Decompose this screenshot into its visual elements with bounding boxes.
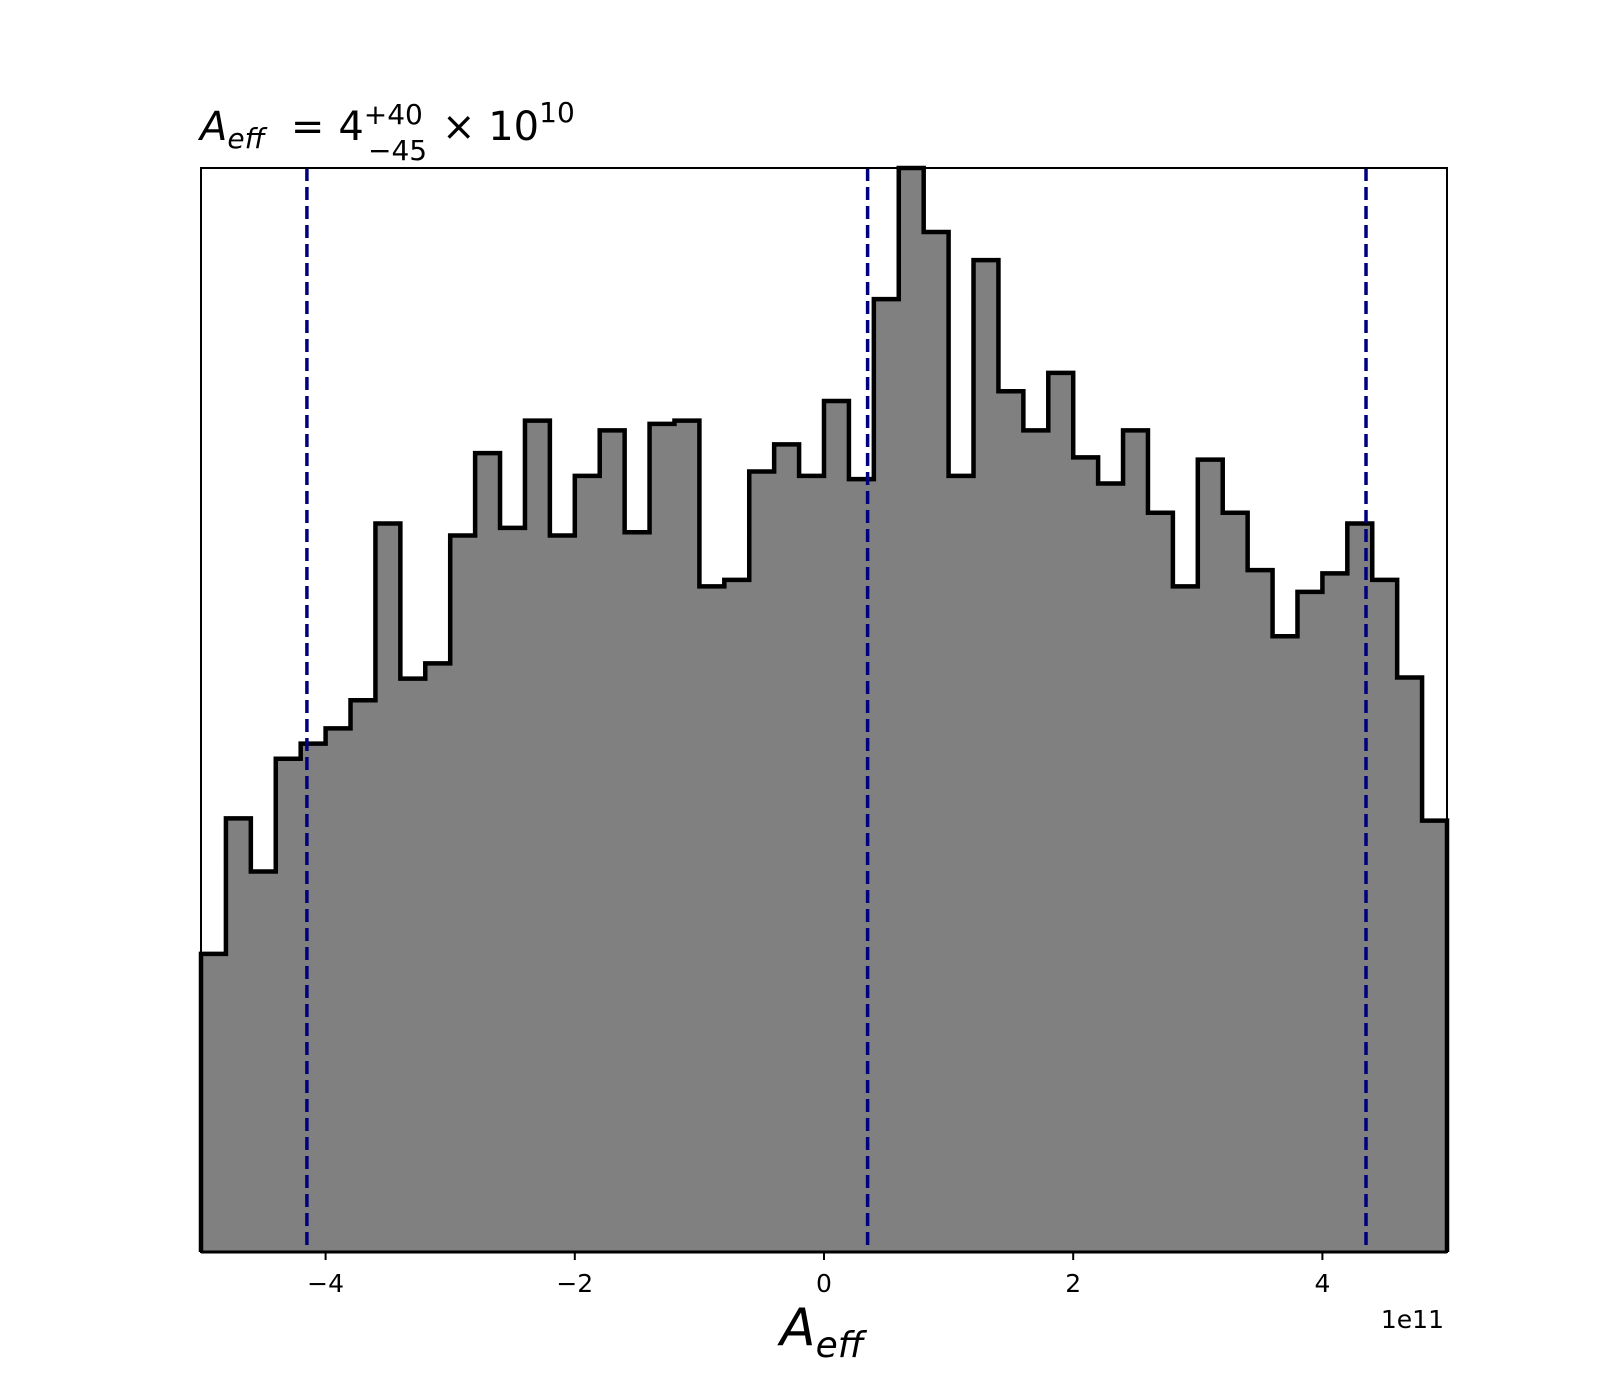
x-tick-label: −2 [556,1269,593,1298]
histogram-bar [1347,523,1373,1252]
histogram-bar [1098,483,1124,1253]
x-offset-label: 1e11 [1381,1305,1444,1334]
histogram-bar [1422,820,1448,1252]
axes: −4 −2 0 2 4 [200,167,1448,1298]
histogram-bar [500,527,526,1252]
histogram-bar [774,444,800,1252]
histogram-bar [1172,586,1199,1252]
histogram-bar [450,535,476,1252]
histogram-bar [350,700,377,1252]
histogram-bar [873,299,900,1252]
histogram-bar [1197,459,1224,1252]
histogram-bar [1048,372,1074,1253]
plot-area [198,165,1450,1253]
histogram-bar [1222,512,1249,1252]
histogram-bar [674,420,700,1252]
histogram-bar [1297,591,1323,1252]
histogram-bar [923,231,950,1252]
x-tick-label: 0 [816,1269,832,1298]
histogram-step-outline [198,165,1450,1252]
histogram-bar [1372,579,1398,1252]
histogram-bar [824,401,850,1252]
histogram-bar [1023,430,1049,1252]
histogram-bar [973,260,1000,1252]
histogram-bar [425,663,451,1252]
histogram-bar [300,743,327,1252]
title-symbol: A [197,104,227,150]
histogram-bar [948,475,975,1253]
histogram-bar [724,579,750,1252]
histogram-bar [749,471,775,1252]
histogram-bar [624,532,651,1252]
histogram-bar [799,475,825,1253]
histogram-bar [400,678,426,1252]
histogram-bar [1247,570,1274,1252]
histogram-bar [524,420,551,1252]
title-symbol-subscript: eff [227,122,267,155]
x-tick-label: 4 [1314,1269,1330,1298]
x-tick-label: 2 [1065,1269,1081,1298]
histogram-bar [201,953,227,1252]
title-base: 4 [338,104,363,150]
histogram-bar [549,535,576,1252]
x-axis-label-subscript: eff [816,1325,868,1366]
histogram-bar [1272,636,1299,1252]
x-axis-label-symbol: A [777,1298,816,1358]
x-tick-label: −4 [307,1269,344,1298]
histogram-bar [1397,677,1423,1252]
histogram-bar [998,391,1024,1253]
histogram-bar [1147,512,1174,1252]
title-exponent: 10 [539,96,575,129]
histogram-bar [1073,457,1099,1253]
title-equals: = [291,104,325,150]
histogram-bar [250,871,277,1252]
histogram-bar [599,430,626,1252]
title-times: × 10 [442,104,539,150]
histogram-bar [325,728,352,1252]
histogram-bar [225,818,252,1252]
histogram-bar [649,423,676,1253]
histogram-bar [848,479,875,1252]
histogram-bar [275,758,302,1252]
histogram-bar [898,168,925,1252]
title-plus-error: +40 [364,98,423,131]
histogram-bar [375,523,401,1252]
histogram-bar [1123,430,1149,1252]
chart-title: Aeff = 4+40 −45 × 1010 [197,96,575,167]
x-axis-label: Aeff [777,1298,868,1366]
histogram-bar [475,453,501,1252]
histogram-bar [1322,573,1348,1252]
histogram-bar [699,586,725,1252]
title-minus-error: −45 [368,134,427,167]
histogram-bar [574,475,601,1253]
